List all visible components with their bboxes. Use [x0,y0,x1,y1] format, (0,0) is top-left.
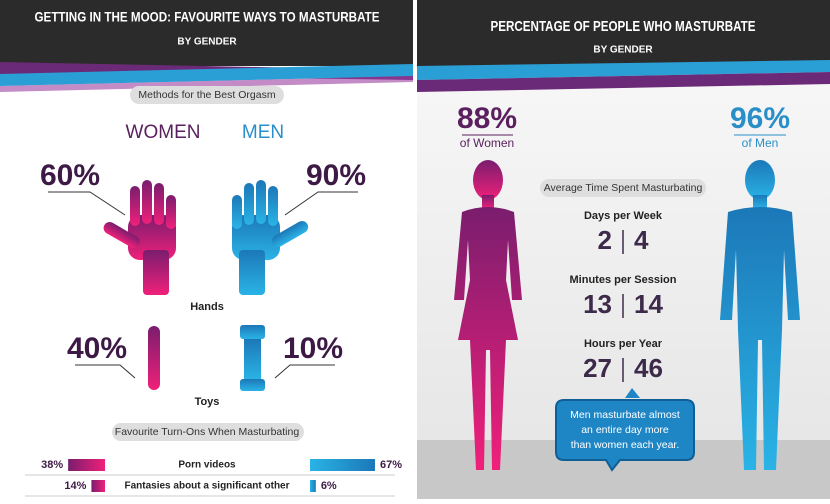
stat-value: 4 [634,225,649,255]
title: GETTING IN THE MOOD: FAVOURITE WAYS TO M… [35,9,380,25]
section-heading: Methods for the Best Orgasm [138,89,275,101]
category-label: Toys [195,396,220,408]
percent: 96% [730,102,790,135]
value-label: 14% [64,480,86,492]
toy [240,325,265,391]
stat-value: 2 [598,225,612,255]
value-label: 67% [380,459,402,471]
right-panel: PERCENTAGE OF PEOPLE WHO MASTURBATE BY G… [417,0,830,499]
pointer [48,191,126,216]
callout-tip [625,388,640,398]
category-label: Hands [190,301,224,313]
percent-label: of Men [742,136,779,150]
pointer [274,364,335,379]
percent: 88% [457,102,517,135]
pointer [284,191,358,216]
callout-line: than women each year. [571,439,680,451]
callout-text: Men masturbate almost an entire day more t… [570,409,680,451]
stat-value: 27 [583,353,612,383]
male-hand [232,180,309,295]
pointer [75,364,136,379]
female-hand [103,180,176,295]
bar [310,480,316,492]
stripe [417,60,830,80]
section-heading: Average Time Spent Masturbating [544,182,703,194]
pill [540,179,706,197]
percent: 10% [283,332,343,365]
percent: 60% [40,159,100,192]
stat-value: 46 [634,353,663,383]
bar [68,459,105,471]
left-panel: GETTING IN THE MOOD: FAVOURITE WAYS TO M… [0,0,413,499]
turn-ons: 38% 67% Porn videos 14% 6% Fantasies about a … [25,459,402,497]
stat-label: Days per Week [584,210,663,222]
stat-label: Hours per Year [584,338,663,350]
women-heading: WOMEN [126,122,201,143]
pill [130,86,284,104]
header-bg [0,0,413,66]
value-label: 6% [321,480,337,492]
bar [310,459,375,471]
value-label: 38% [41,459,63,471]
stripe [417,72,830,92]
title: PERCENTAGE OF PEOPLE WHO MASTURBATE [491,18,756,35]
stat-value: 14 [634,289,663,319]
men-heading: MEN [242,122,284,143]
section-heading: Favourite Turn-Ons When Masturbating [115,426,300,438]
stat-value: 13 [583,289,612,319]
row-label: Porn videos [178,460,236,471]
header-bg [417,0,830,66]
stat-label: Minutes per Session [570,274,677,286]
callout-line: Men masturbate almost [570,409,680,421]
toy [148,326,160,390]
percent: 40% [67,332,127,365]
callout [555,399,695,472]
stripe [0,76,413,92]
callout-line: an entire day more [581,424,669,436]
divider [413,0,417,499]
stats: Days per Week 2 4 Minutes per Session 13 14 Ho… [570,210,677,383]
row-label: Fantasies about a significant other [124,481,289,492]
percent-label: of Women [460,136,514,150]
pill [112,423,304,441]
woman-silhouette [454,160,522,470]
percent: 90% [306,159,366,192]
stripe [0,64,413,86]
subtitle: BY GENDER [177,37,237,48]
bar [91,480,105,492]
subtitle: BY GENDER [593,45,653,56]
man-silhouette [720,160,800,470]
